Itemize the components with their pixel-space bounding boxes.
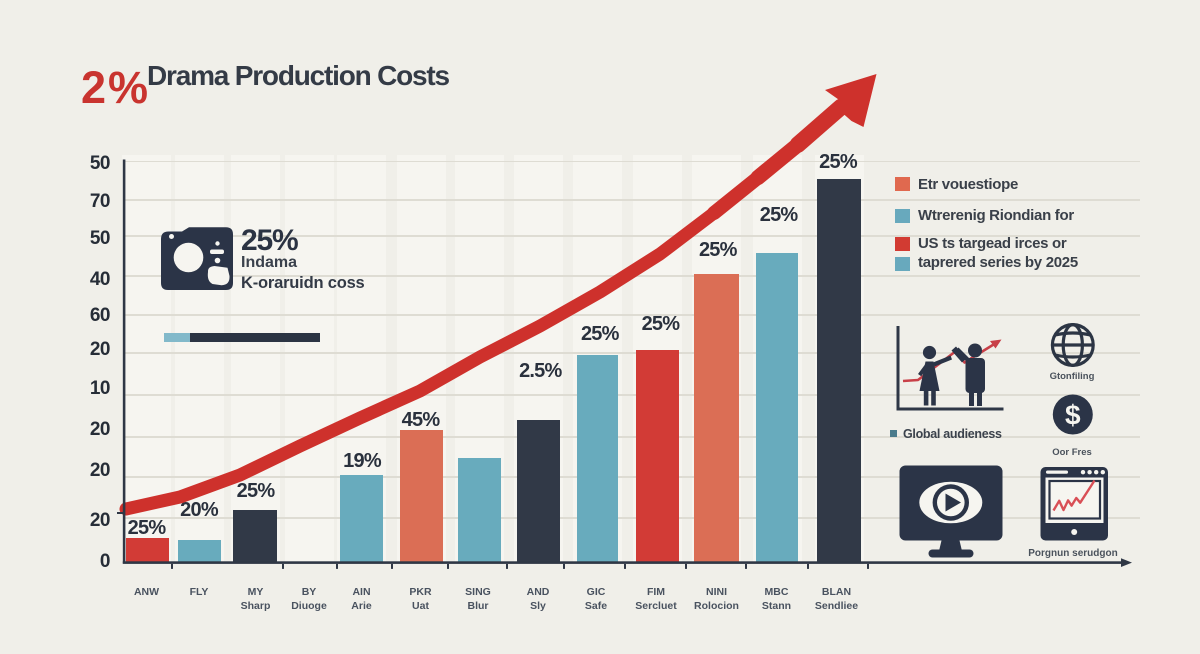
- svg-text:$: $: [1065, 400, 1081, 431]
